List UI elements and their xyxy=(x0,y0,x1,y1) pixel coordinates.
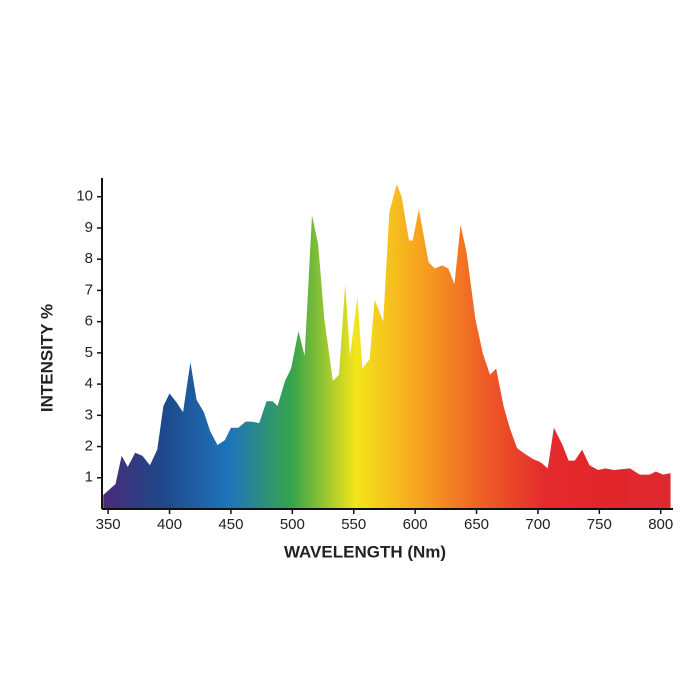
y-tick-label: 7 xyxy=(85,281,93,298)
y-tick-label: 5 xyxy=(85,344,93,361)
y-tick-label: 4 xyxy=(85,375,93,392)
x-tick-label: 750 xyxy=(587,516,612,533)
x-tick-label: 700 xyxy=(525,516,550,533)
x-tick-label: 650 xyxy=(464,516,489,533)
x-tick-label: 800 xyxy=(648,516,673,533)
x-tick-label: 450 xyxy=(218,516,243,533)
x-tick-label: 400 xyxy=(157,516,182,533)
x-tick-label: 500 xyxy=(280,516,305,533)
y-tick-label: 9 xyxy=(85,219,93,236)
y-tick-label: 8 xyxy=(85,250,93,267)
spectrum-area xyxy=(103,184,671,509)
y-tick-label: 6 xyxy=(85,313,93,330)
y-tick-label: 10 xyxy=(76,188,93,205)
x-axis-label: WAVELENGTH (Nm) xyxy=(284,542,446,561)
x-tick-label: 600 xyxy=(403,516,428,533)
x-tick-label: 350 xyxy=(96,516,121,533)
y-tick-label: 2 xyxy=(85,438,93,455)
x-tick-label: 550 xyxy=(341,516,366,533)
y-tick-label: 1 xyxy=(85,469,93,486)
y-tick-label: 3 xyxy=(85,406,93,423)
y-axis-label: INTENSITY % xyxy=(37,304,56,412)
